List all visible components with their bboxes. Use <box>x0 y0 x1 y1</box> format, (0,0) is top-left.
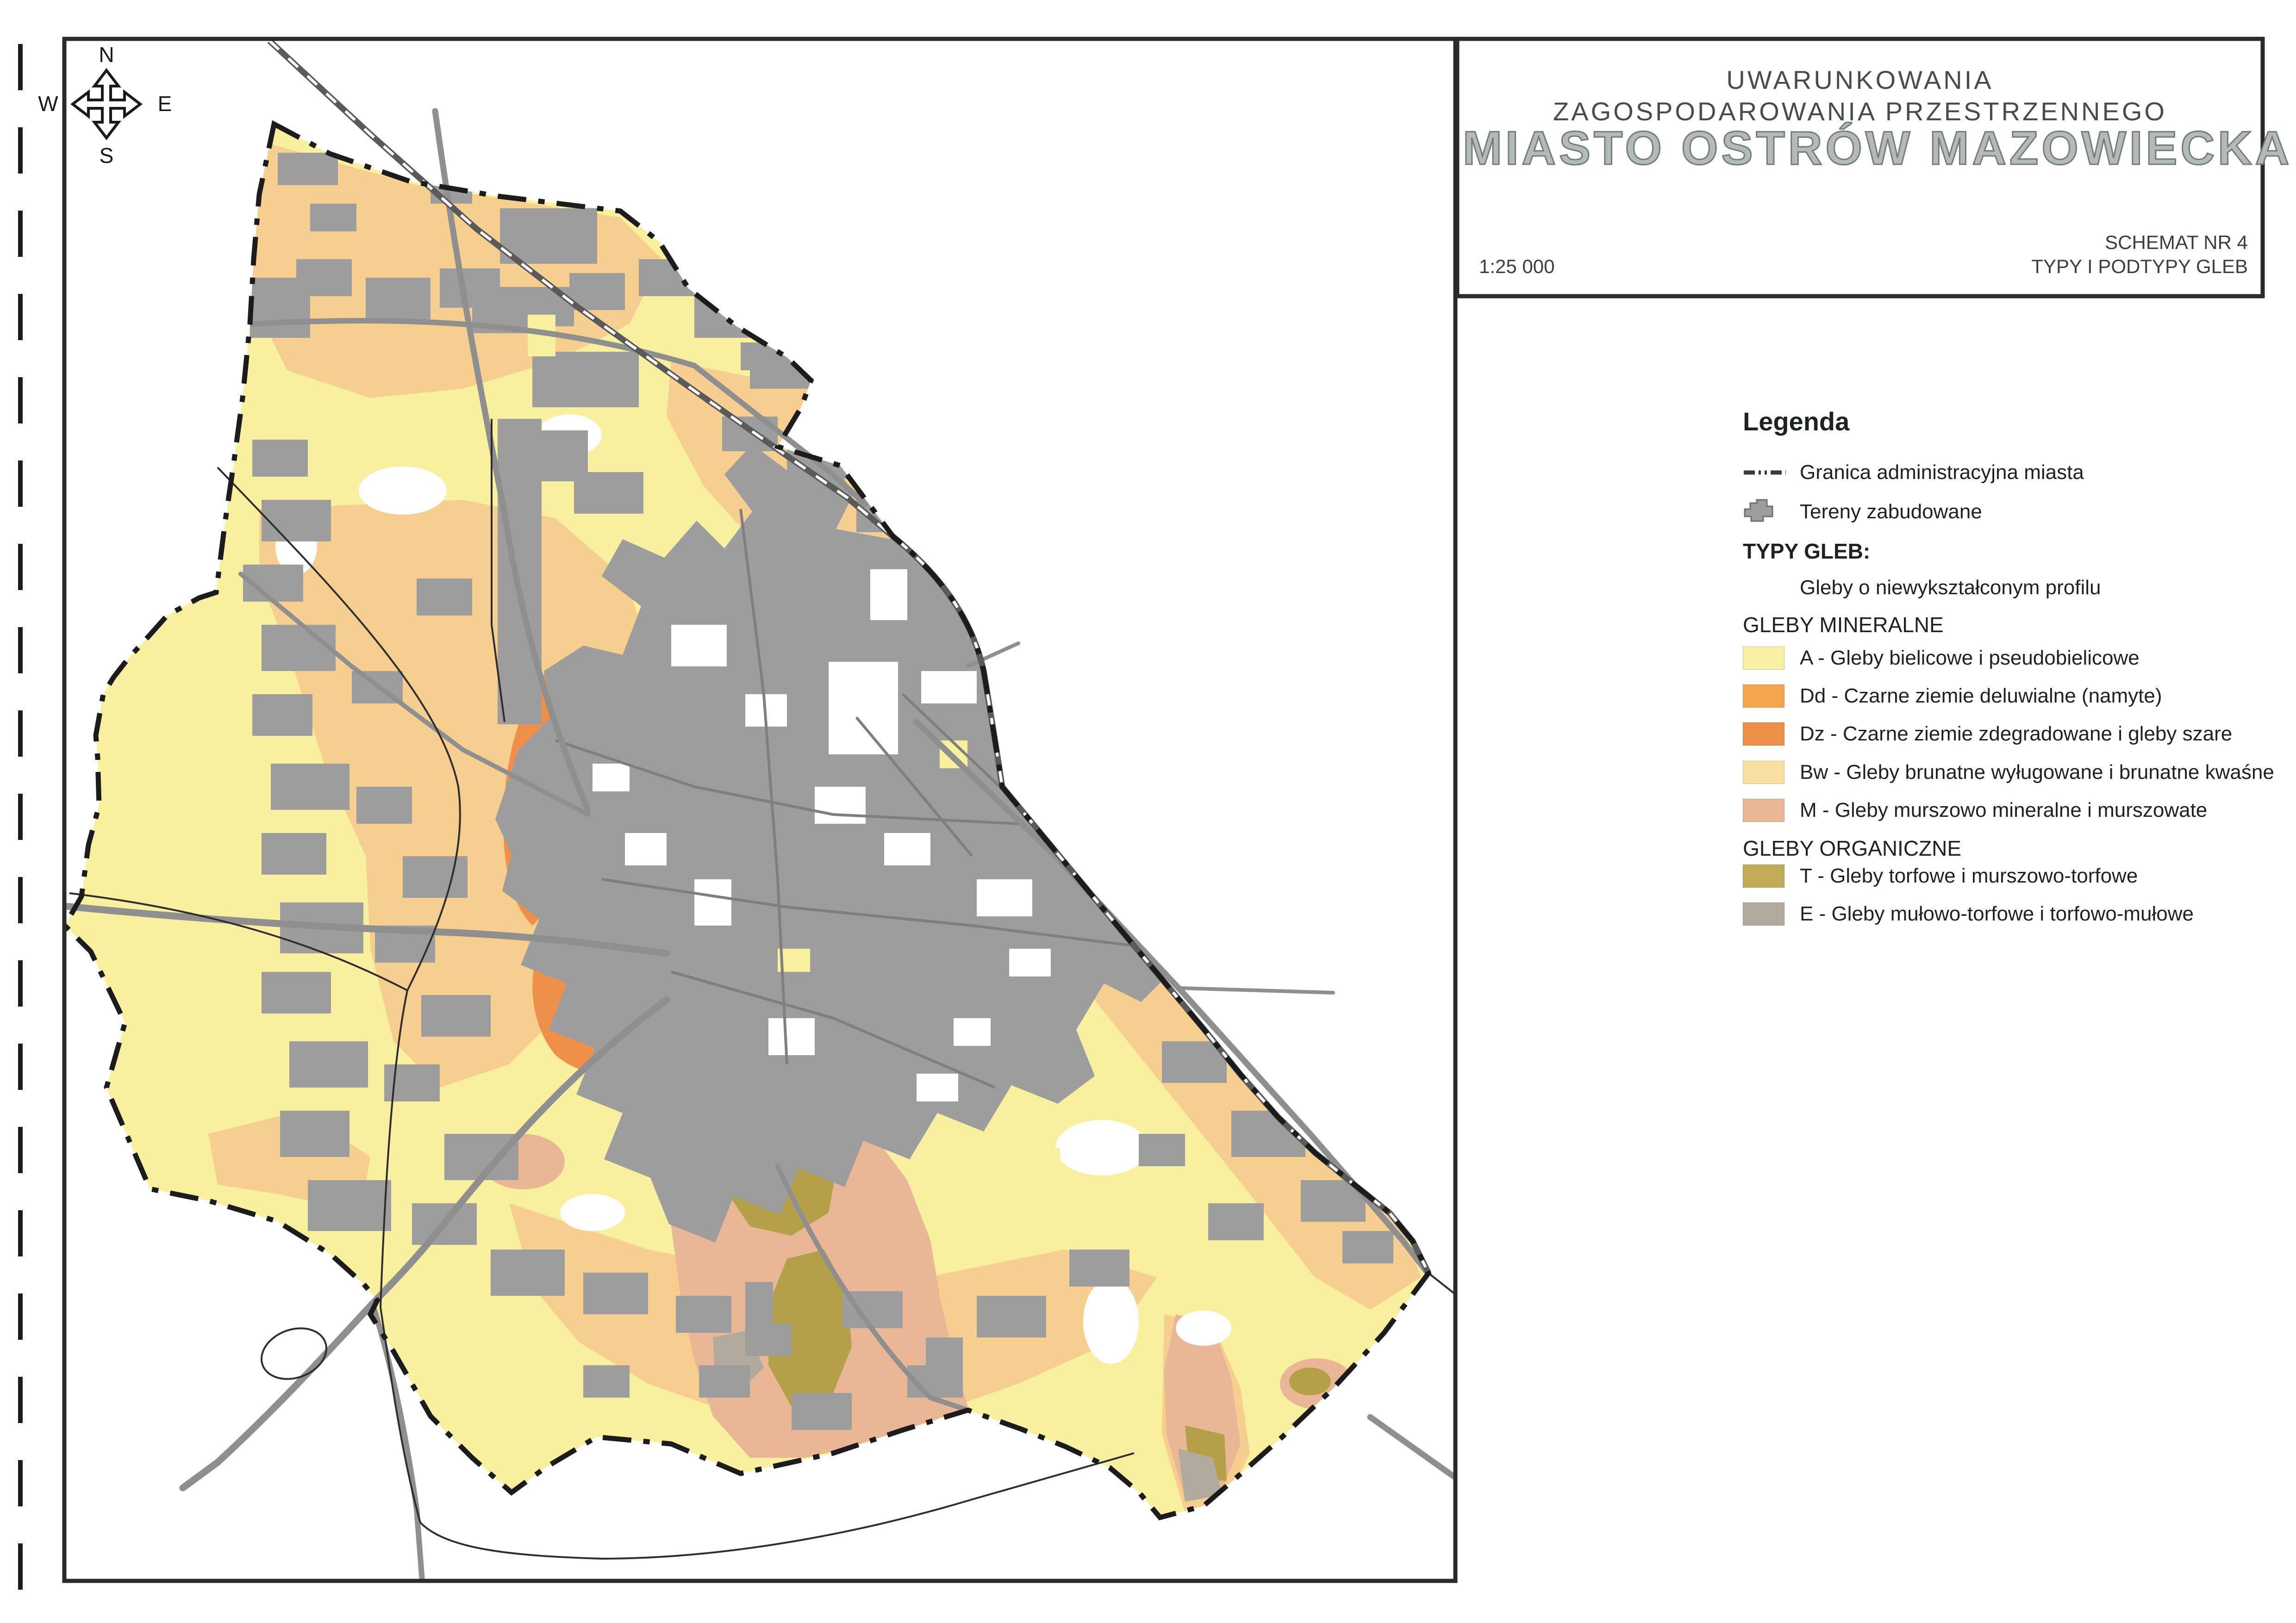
road-north <box>432 108 591 813</box>
legend-label: Dd - Czarne ziemie deluwialne (namyte) <box>1800 684 2162 707</box>
legend-item-soil-bw: Bw - Gleby brunatne wyługowane i brunatn… <box>1743 753 2274 791</box>
boundary-dash-icon <box>1744 470 1786 475</box>
road-southeast <box>913 719 1430 1275</box>
swatch-t <box>1743 864 1784 888</box>
schema-number: SCHEMAT NR 4 <box>2105 231 2248 253</box>
schema-subject: TYPY I PODTYPY GLEB <box>2031 255 2248 277</box>
title-box-border <box>1455 37 2265 298</box>
map-scale: 1:25 000 <box>1479 255 1555 277</box>
built-up-gaps <box>593 569 1088 1101</box>
legend-item-soil-dz: Dz - Czarne ziemie zdegradowane i gleby … <box>1743 715 2232 753</box>
title-line-2: ZAGOSPODAROWANIA PRZESTRZENNEGO <box>1553 97 2167 126</box>
legend-label: Bw - Gleby brunatne wyługowane i brunatn… <box>1800 761 2274 784</box>
legend-label: T - Gleby torfowe i murszowo-torfowe <box>1800 864 2138 887</box>
swatch-e <box>1743 902 1784 926</box>
swatch-bw <box>1743 761 1784 784</box>
built-up-yellow-gaps <box>528 315 1060 1171</box>
compass-rose: N S W E <box>38 43 172 168</box>
legend-soil-heading: TYPY GLEB: <box>1743 539 1871 563</box>
legend-label: Granica administracyjna miasta <box>1800 461 2084 484</box>
built-up-areas <box>243 139 1393 1430</box>
swatch-dd <box>1743 684 1784 708</box>
title-line-1: UWARUNKOWANIA <box>1726 65 1994 94</box>
compass-north-label: N <box>99 43 114 67</box>
legend-item-builtup: Tereny zabudowane <box>1743 493 1982 531</box>
road-nw-diagonal <box>238 572 590 817</box>
legend-label: Tereny zabudowane <box>1800 500 1982 523</box>
swatch-dz <box>1743 722 1784 746</box>
road-spur-ne <box>966 641 1020 668</box>
legend-item-soil-m: M - Gleby murszowo mineralne i murszowat… <box>1743 791 2207 829</box>
road-se-exit <box>1367 1414 1455 1480</box>
swatch-m <box>1743 799 1784 822</box>
legend-item-boundary: Granica administracyjna miasta <box>1743 454 2084 491</box>
road-spur-east <box>1179 986 1335 995</box>
legend-item-soil-e: E - Gleby mułowo-torfowe i torfowo-mułow… <box>1743 895 2194 933</box>
road-southwest <box>179 996 670 1492</box>
map-title: MIASTO OSTRÓW MAZOWIECKA <box>1462 121 2293 175</box>
legend-label: A - Gleby bielicowe i pseudobielicowe <box>1800 647 2140 669</box>
legend-item-soil-t: T - Gleby torfowe i murszowo-torfowe <box>1743 857 2138 895</box>
legend-label: M - Gleby murszowo mineralne i murszowat… <box>1800 799 2208 821</box>
roads <box>64 108 1455 1581</box>
road-south-southeast <box>775 1163 968 1412</box>
map-frame-border <box>62 37 1458 1583</box>
compass-arrows-icon <box>70 68 143 140</box>
legend-label: E - Gleby mułowo-torfowe i torfowo-mułow… <box>1800 902 2194 925</box>
legend-item-no-profile: Gleby o niewykształconym profilu <box>1743 569 2101 607</box>
compass-west-label: W <box>38 92 58 116</box>
legend-item-soil-a: A - Gleby bielicowe i pseudobielicowe <box>1743 639 2140 677</box>
compass-south-label: S <box>100 143 114 168</box>
legend-heading: Legenda <box>1743 407 1850 436</box>
legend-organic-heading: GLEBY ORGANICZNE <box>1743 836 1962 860</box>
swatch-a <box>1743 647 1784 670</box>
road-south <box>370 1301 425 1581</box>
legend-mineral-heading: GLEBY MINERALNE <box>1743 613 1944 637</box>
built-up-blob-icon <box>1744 499 1773 522</box>
legend-label: Dz - Czarne ziemie zdegradowane i gleby … <box>1800 722 2233 745</box>
railway-branch-lines <box>69 419 1135 1560</box>
legend-label: Gleby o niewykształconym profilu <box>1800 576 2101 599</box>
street-lines <box>555 509 1158 1089</box>
compass-east-label: E <box>158 92 172 116</box>
road-west-east <box>64 902 670 957</box>
road-northwest <box>250 317 868 507</box>
legend-item-soil-dd: Dd - Czarne ziemie deluwialne (namyte) <box>1743 677 2162 715</box>
